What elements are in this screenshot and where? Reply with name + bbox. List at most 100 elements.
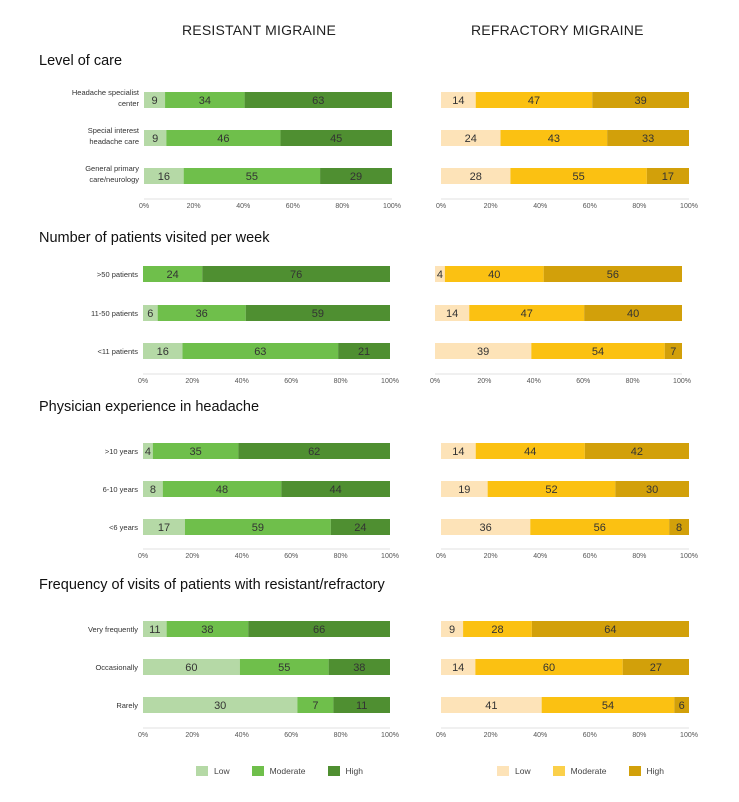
bar-value-label: 9 — [449, 624, 455, 636]
x-tick-label-resistant: 0% — [138, 553, 148, 560]
bar-value-label: 17 — [158, 522, 170, 534]
legend-swatch-moderate — [251, 766, 264, 776]
bar-segment-high — [584, 443, 689, 459]
x-tick-label-refractory: 60% — [576, 378, 590, 385]
legend-item-moderate: Moderate — [251, 766, 306, 776]
bar-value-label: 54 — [602, 700, 614, 712]
x-tick-label-resistant: 20% — [185, 553, 199, 560]
x-tick-label-refractory: 20% — [484, 203, 498, 210]
bar-value-label: 55 — [573, 171, 585, 183]
legend-item-low: Low — [196, 766, 230, 776]
bar-value-label: 59 — [252, 522, 264, 534]
x-tick-label-resistant: 60% — [284, 378, 298, 385]
bar-segment-moderate — [469, 305, 585, 321]
bar-value-label: 76 — [290, 269, 302, 281]
bar-value-label: 30 — [646, 484, 658, 496]
bar-segment-moderate — [165, 92, 245, 108]
category-label-line: center — [118, 99, 139, 108]
bar-segment-high — [338, 343, 390, 359]
bar-segment-high — [615, 481, 689, 497]
category-label-line: General primary — [85, 164, 139, 173]
bar-segment-moderate — [463, 621, 532, 637]
x-tick-label-refractory: 20% — [484, 553, 498, 560]
bar-segment-low — [441, 519, 531, 535]
legend-swatch-moderate — [552, 766, 565, 776]
bar-value-label: 8 — [150, 484, 156, 496]
bar-value-label: 11 — [149, 624, 160, 636]
bar-value-label: 38 — [353, 662, 365, 674]
bar-segment-high — [330, 519, 390, 535]
legend-label-moderate: Moderate — [269, 766, 306, 776]
x-tick-label-refractory: 40% — [533, 732, 547, 739]
x-tick-label-resistant: 40% — [236, 203, 250, 210]
bar-value-label: 4 — [145, 446, 151, 458]
x-tick-label-resistant: 60% — [284, 553, 298, 560]
bar-segment-high — [584, 305, 682, 321]
x-tick-label-resistant: 80% — [334, 553, 348, 560]
bar-value-label: 28 — [470, 171, 482, 183]
bar-segment-low — [441, 621, 464, 637]
bar-value-label: 44 — [524, 446, 536, 458]
bar-value-label: 45 — [330, 133, 342, 145]
bar-segment-low — [144, 130, 167, 146]
section-title-physician-experience: Physician experience in headache — [39, 399, 260, 415]
bar-segment-low — [435, 305, 470, 321]
x-tick-label-resistant: 100% — [381, 732, 399, 739]
bar-segment-high — [674, 697, 689, 713]
bar-segment-high — [607, 130, 689, 146]
bar-segment-high — [244, 92, 392, 108]
bar-value-label: 34 — [199, 95, 211, 107]
bar-segment-low — [441, 443, 476, 459]
category-label: Special interest headache care — [88, 126, 140, 146]
x-tick-label-refractory: 20% — [477, 378, 491, 385]
bar-value-label: 43 — [548, 133, 560, 145]
bar-value-label: 33 — [642, 133, 654, 145]
section-title-visit-frequency: Frequency of visits of patients with res… — [39, 577, 385, 593]
bar-segment-high — [245, 305, 390, 321]
bar-value-label: 48 — [216, 484, 228, 496]
bar-value-label: 7 — [670, 346, 676, 358]
bar-value-label: 19 — [458, 484, 470, 496]
bar-segment-low — [435, 343, 532, 359]
bar-value-label: 14 — [446, 308, 458, 320]
bar-value-label: 55 — [246, 171, 258, 183]
bar-value-label: 55 — [278, 662, 290, 674]
x-tick-label-refractory: 60% — [583, 553, 597, 560]
bar-segment-high — [646, 168, 689, 184]
x-tick-label-refractory: 40% — [533, 203, 547, 210]
x-tick-label-resistant: 100% — [381, 553, 399, 560]
x-tick-label-resistant: 60% — [284, 732, 298, 739]
bar-value-label: 47 — [521, 308, 533, 320]
bar-value-label: 27 — [650, 662, 662, 674]
bar-segment-low — [441, 697, 542, 713]
bar-segment-high — [669, 519, 689, 535]
category-label-line: Special interest — [88, 126, 140, 135]
bar-value-label: 24 — [354, 522, 366, 534]
bar-segment-moderate — [444, 266, 544, 282]
bar-value-label: 11 — [356, 700, 367, 712]
bar-segment-high — [622, 659, 689, 675]
bar-segment-low — [441, 92, 476, 108]
bar-segment-moderate — [239, 659, 329, 675]
x-tick-label-resistant: 0% — [139, 203, 149, 210]
bar-value-label: 56 — [607, 269, 619, 281]
x-tick-label-refractory: 100% — [680, 732, 698, 739]
bar-segment-moderate — [166, 621, 249, 637]
bar-segment-low — [144, 92, 166, 108]
bar-segment-high — [202, 266, 390, 282]
x-tick-label-refractory: 0% — [436, 732, 446, 739]
bar-segment-moderate — [166, 130, 281, 146]
legend-label-low: Low — [515, 766, 531, 776]
bar-segment-high — [328, 659, 390, 675]
category-label: Headache specialist center — [72, 88, 140, 108]
legend-swatch-high — [327, 766, 340, 776]
bar-segment-moderate — [500, 130, 608, 146]
bar-value-label: 36 — [196, 308, 208, 320]
category-label-line: headache care — [89, 137, 139, 146]
category-label-line: <11 patients — [97, 347, 138, 356]
bar-value-label: 47 — [528, 95, 540, 107]
bar-segment-moderate — [531, 343, 665, 359]
x-tick-label-refractory: 100% — [680, 553, 698, 560]
category-label: >10 years — [105, 447, 138, 456]
legend-swatch-low — [497, 766, 509, 776]
